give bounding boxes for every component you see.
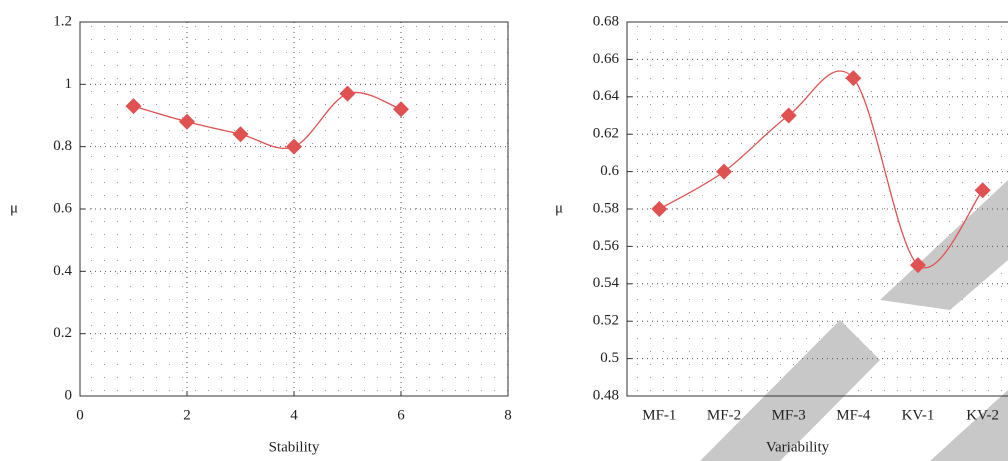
marker	[974, 182, 991, 199]
y-tick-label: 0.6	[600, 163, 619, 179]
y-tick-label: 0.64	[593, 88, 620, 104]
marker	[845, 70, 862, 87]
plot-frame	[626, 21, 1008, 397]
marker	[179, 113, 195, 130]
x-tick-label: MF-3	[772, 407, 806, 423]
marker	[716, 163, 732, 180]
y-tick-label: 0.54	[593, 275, 620, 291]
x-tick-label: MF-4	[836, 407, 871, 423]
x-tick-label: MF-1	[642, 407, 676, 423]
y-tick-label: 0.2	[53, 325, 72, 341]
y-tick-label: 0.5	[600, 350, 619, 366]
y-tick-label: 0.8	[53, 138, 72, 154]
marker	[232, 126, 249, 143]
marker	[125, 98, 142, 115]
y-tick-label: 0.52	[593, 313, 619, 329]
x-axis-label: Variability	[766, 439, 830, 455]
marker	[286, 138, 302, 155]
x-tick-label: 8	[504, 407, 512, 423]
marker	[780, 107, 797, 124]
x-tick-label: 2	[183, 407, 191, 423]
y-tick-label: 0.4	[53, 263, 72, 279]
y-tick-label: 1.2	[53, 13, 72, 29]
y-tick-label: 0.62	[593, 126, 619, 142]
x-tick-label: 6	[397, 407, 405, 423]
x-tick-label: KV-1	[902, 407, 935, 423]
marker	[339, 85, 356, 102]
x-tick-label: MF-2	[707, 407, 741, 423]
y-tick-label: 0	[65, 387, 73, 403]
marker	[651, 201, 668, 217]
watermark	[700, 180, 1008, 461]
marker	[393, 101, 409, 118]
y-tick-label: 0.66	[593, 51, 620, 67]
y-tick-label: 0.56	[593, 238, 620, 254]
y-axis-label: μ	[555, 200, 563, 216]
plot-frame	[79, 21, 509, 397]
y-tick-label: 0.48	[593, 387, 619, 403]
marker	[910, 257, 926, 274]
y-tick-label: 1	[65, 76, 73, 92]
x-tick-label: KV-2	[966, 407, 999, 423]
x-axis-label: Stability	[269, 439, 320, 455]
y-tick-label: 0.68	[593, 13, 619, 29]
y-tick-label: 0.58	[593, 200, 619, 216]
y-tick-label: 0.6	[53, 200, 72, 216]
x-tick-label: 4	[290, 407, 298, 423]
minor-grid	[80, 22, 508, 396]
y-axis-label: μ	[10, 200, 18, 216]
x-tick-label: 0	[76, 407, 84, 423]
